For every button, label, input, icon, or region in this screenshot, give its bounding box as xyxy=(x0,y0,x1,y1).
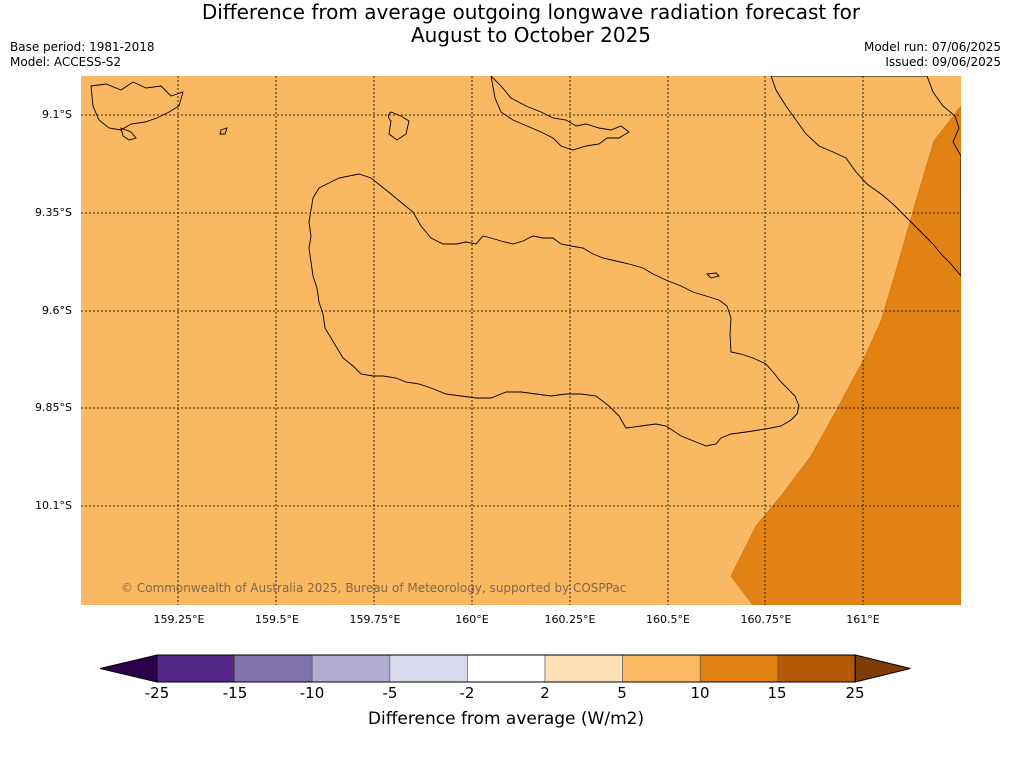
islet-coastline xyxy=(219,127,228,135)
lon-label: 160.5°E xyxy=(646,613,690,626)
colorbar-tick: -2 xyxy=(459,684,475,702)
lon-label: 161°E xyxy=(846,613,880,626)
colorbar-tick: -25 xyxy=(144,684,170,702)
model-run-text: Model run: 07/06/2025 xyxy=(863,40,1001,54)
colorbar-tick: 5 xyxy=(617,684,627,702)
lon-label: 160.75°E xyxy=(740,613,792,626)
colorbar-label: Difference from average (W/m2) xyxy=(367,709,645,729)
colorbar-segment xyxy=(311,654,391,683)
colorbar-tick: 2 xyxy=(540,684,550,702)
map-title: Difference from average outgoing longwav… xyxy=(201,0,861,47)
copyright-text: © Commonwealth of Australia 2025, Bureau… xyxy=(121,581,627,595)
malaita-coastline xyxy=(770,76,961,277)
colorbar-tick: -5 xyxy=(382,684,398,702)
islet-coastline xyxy=(120,127,137,141)
colorbar-segment xyxy=(544,654,623,683)
model-text: Model: ACCESS-S2 xyxy=(10,55,122,69)
colorbar-tick: 10 xyxy=(690,684,710,702)
colorbar-segment xyxy=(234,654,313,683)
base-period-text: Base period: 1981-2018 xyxy=(10,40,155,54)
colorbar-extend-low xyxy=(100,654,158,683)
colorbar-segment xyxy=(389,654,468,683)
lon-label: 159.75°E xyxy=(349,613,401,626)
northwest-islands-coastline xyxy=(90,81,184,131)
map-svg xyxy=(81,76,961,605)
lat-label: 9.1°S xyxy=(42,108,72,121)
guadalcanal-coastline xyxy=(308,173,800,447)
colorbar xyxy=(100,654,911,683)
issued-text: Issued: 09/06/2025 xyxy=(885,55,1001,69)
colorbar-segment xyxy=(467,654,546,683)
florida-islands-coastline xyxy=(490,76,630,151)
coastlines xyxy=(90,76,961,447)
higher-anomaly-region xyxy=(730,105,961,605)
colorbar-segment xyxy=(699,654,779,683)
lon-label: 160.25°E xyxy=(544,613,596,626)
meta-left: Base period: 1981-2018 Model: ACCESS-S2 xyxy=(10,40,155,70)
lon-label: 159.5°E xyxy=(255,613,299,626)
graticule xyxy=(81,76,961,605)
colorbar-tick: 15 xyxy=(767,684,787,702)
colorbar-tick: -10 xyxy=(299,684,325,702)
colorbar-segment xyxy=(622,654,701,683)
islet-coastline xyxy=(706,272,720,279)
lon-label: 159.25°E xyxy=(153,613,205,626)
colorbar-frame xyxy=(156,654,856,683)
colorbar-extend-high xyxy=(854,654,911,683)
meta-right: Model run: 07/06/2025 Issued: 09/06/2025 xyxy=(864,40,1001,70)
colorbar-tick: -15 xyxy=(222,684,248,702)
colorbar-segment xyxy=(156,654,235,683)
lat-label: 10.1°S xyxy=(35,499,72,512)
colorbar-tick: 25 xyxy=(845,684,865,702)
map-panel: © Commonwealth of Australia 2025, Bureau… xyxy=(81,76,961,605)
lat-label: 9.6°S xyxy=(42,304,72,317)
islet-coastline xyxy=(388,111,410,141)
lat-label: 9.35°S xyxy=(35,206,72,219)
lat-label: 9.85°S xyxy=(35,401,72,414)
lon-label: 160°E xyxy=(455,613,489,626)
colorbar-segment xyxy=(777,654,856,683)
colorbar-segments xyxy=(100,654,911,683)
